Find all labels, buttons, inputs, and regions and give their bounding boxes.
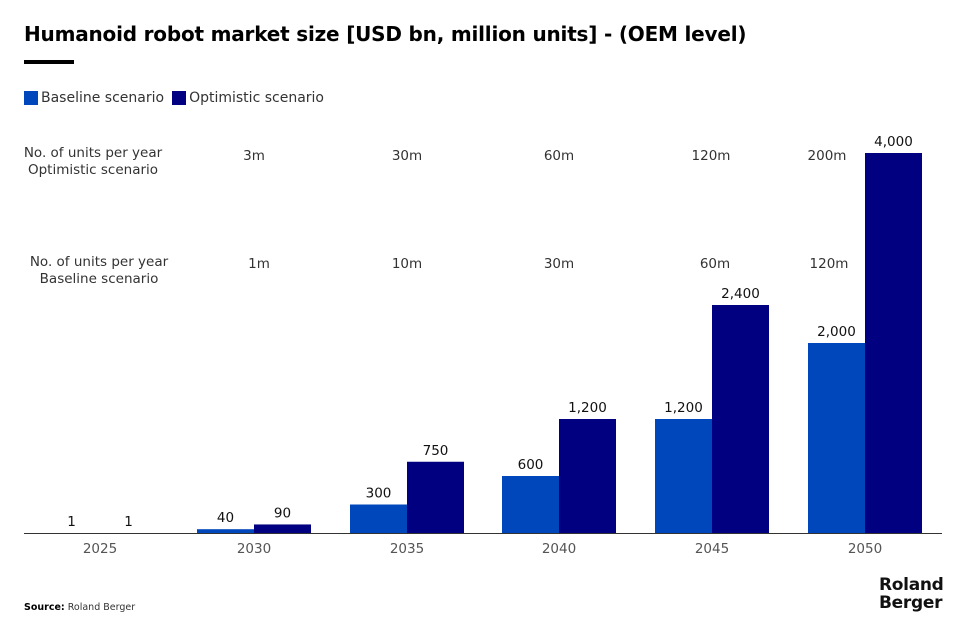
units-baseline-2030: 1m bbox=[248, 256, 270, 272]
units-label-line2: Optimistic scenario bbox=[27, 162, 159, 178]
bar-baseline-2050 bbox=[808, 343, 865, 533]
logo-line2: Berger bbox=[879, 593, 943, 613]
logo-line1: Roland bbox=[879, 575, 944, 595]
data-label-optimistic-2025: 1 bbox=[124, 514, 133, 530]
bar-optimistic-2030 bbox=[254, 524, 311, 533]
bar-baseline-2035 bbox=[350, 504, 407, 533]
units-label-line1: No. of units per year bbox=[29, 254, 169, 270]
x-tick-label-2040: 2040 bbox=[542, 541, 576, 557]
units-baseline-2035: 10m bbox=[391, 256, 423, 272]
chart-title: Humanoid robot market size [USD bn, mill… bbox=[24, 22, 747, 46]
legend-swatch-optimistic bbox=[172, 91, 187, 105]
units-label-line1: No. of units per year bbox=[23, 145, 163, 161]
units-baseline-2050: 120m bbox=[809, 256, 849, 272]
bar-optimistic-2045 bbox=[712, 305, 769, 533]
data-label-optimistic-2050: 4,000 bbox=[874, 134, 913, 150]
roland-berger-logo: Roland Berger bbox=[879, 576, 944, 612]
data-label-baseline-2035: 300 bbox=[366, 486, 392, 502]
x-tick-label-2035: 2035 bbox=[390, 541, 424, 557]
legend-item-baseline: Baseline scenario bbox=[24, 90, 164, 106]
data-label-baseline-2045: 1,200 bbox=[664, 400, 703, 416]
legend-swatch-baseline bbox=[24, 91, 38, 105]
source-note: Source: Roland Berger bbox=[24, 602, 135, 613]
bar-optimistic-2050 bbox=[865, 153, 922, 533]
bar-baseline-2030 bbox=[197, 529, 254, 533]
units-label-line2: Baseline scenario bbox=[39, 271, 159, 287]
data-label-optimistic-2035: 750 bbox=[423, 443, 449, 459]
units-optimistic-2050: 200m bbox=[807, 148, 847, 164]
units-optimistic-2030: 3m bbox=[243, 148, 265, 164]
data-label-baseline-2025: 1 bbox=[67, 514, 76, 530]
units-row-label-optimistic: No. of units per year Optimistic scenari… bbox=[20, 145, 166, 179]
data-label-baseline-2050: 2,000 bbox=[817, 324, 856, 340]
data-label-optimistic-2045: 2,400 bbox=[721, 286, 760, 302]
legend-label-baseline: Baseline scenario bbox=[41, 90, 165, 106]
x-tick-label-2030: 2030 bbox=[237, 541, 271, 557]
bar-optimistic-2035 bbox=[407, 461, 464, 533]
bar-optimistic-2040 bbox=[559, 419, 616, 533]
data-label-optimistic-2040: 1,200 bbox=[568, 400, 607, 416]
units-baseline-2040: 30m bbox=[543, 256, 575, 272]
source-label: Source: bbox=[24, 602, 65, 613]
x-tick-label-2050: 2050 bbox=[848, 541, 882, 557]
units-optimistic-2035: 30m bbox=[391, 148, 423, 164]
legend-label-optimistic: Optimistic scenario bbox=[189, 90, 324, 106]
x-tick-label-2045: 2045 bbox=[695, 541, 729, 557]
units-optimistic-2045: 120m bbox=[691, 148, 731, 164]
data-label-optimistic-2030: 90 bbox=[274, 505, 291, 521]
units-row-label-baseline: No. of units per year Baseline scenario bbox=[26, 254, 172, 288]
bar-baseline-2040 bbox=[502, 476, 559, 533]
data-label-baseline-2040: 600 bbox=[518, 457, 544, 473]
x-tick-label-2025: 2025 bbox=[83, 541, 117, 557]
bar-baseline-2045 bbox=[655, 419, 712, 533]
data-label-baseline-2030: 40 bbox=[217, 510, 234, 526]
legend-item-optimistic: Optimistic scenario bbox=[172, 90, 324, 106]
units-optimistic-2040: 60m bbox=[543, 148, 575, 164]
title-underline bbox=[24, 60, 74, 64]
units-baseline-2045: 60m bbox=[699, 256, 731, 272]
legend: Baseline scenario Optimistic scenario bbox=[24, 90, 332, 106]
source-text: Roland Berger bbox=[67, 602, 136, 613]
